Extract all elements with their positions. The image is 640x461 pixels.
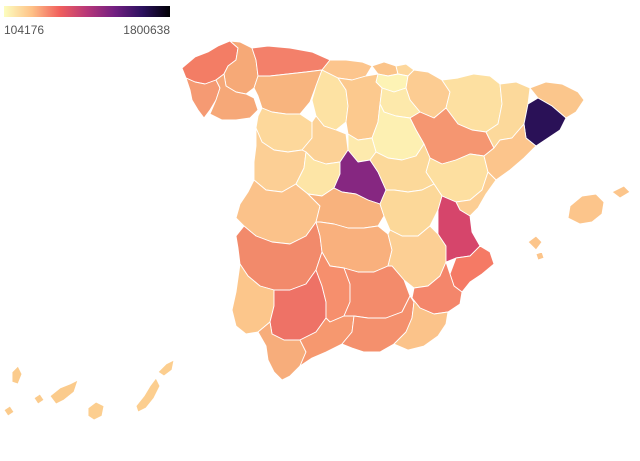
- region-gran-canaria[interactable]: [87, 401, 105, 421]
- legend-gradient-bar: [4, 6, 170, 17]
- region-fuerteventura[interactable]: [135, 377, 161, 413]
- region-pontevedra[interactable]: [185, 77, 221, 119]
- region-lanzarote[interactable]: [157, 359, 175, 377]
- region-la-gomera[interactable]: [33, 393, 45, 405]
- region-el-hierro[interactable]: [3, 405, 15, 417]
- region-barcelona[interactable]: [523, 97, 567, 147]
- region-leon[interactable]: [253, 69, 323, 115]
- region-formentera[interactable]: [535, 251, 545, 261]
- region-ourense[interactable]: [209, 73, 259, 121]
- legend-max-label: 1800638: [123, 23, 170, 37]
- color-legend: 104176 1800638: [4, 4, 170, 38]
- region-almeria[interactable]: [393, 297, 449, 351]
- region-menorca[interactable]: [611, 185, 631, 199]
- region-la-palma[interactable]: [11, 365, 23, 385]
- region-cuenca[interactable]: [379, 183, 443, 237]
- legend-min-label: 104176: [4, 23, 45, 37]
- region-tenerife[interactable]: [49, 379, 79, 405]
- region-mallorca[interactable]: [567, 193, 605, 225]
- region-ibiza[interactable]: [527, 235, 543, 251]
